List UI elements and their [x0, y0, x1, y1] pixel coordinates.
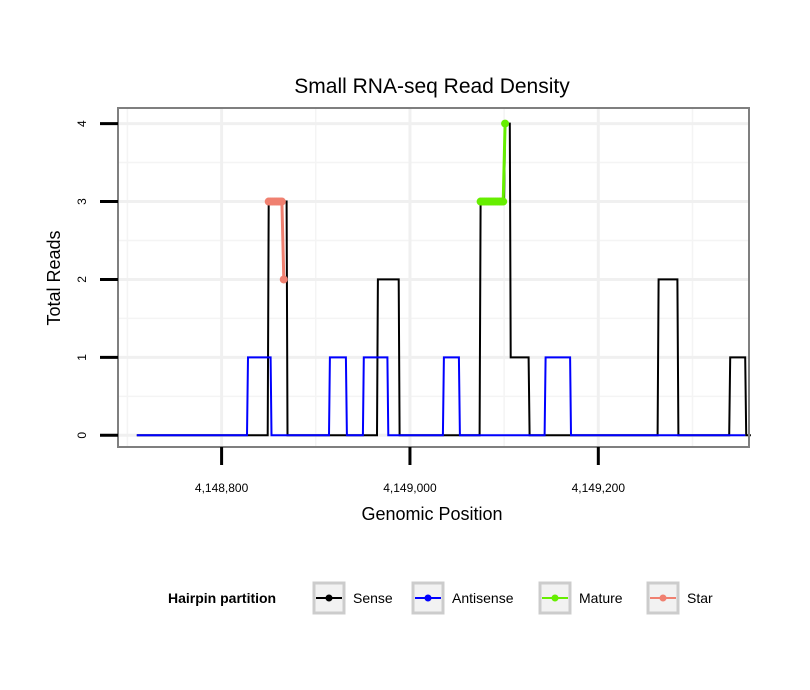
legend-label: Star: [687, 590, 713, 606]
chart-title: Small RNA-seq Read Density: [294, 75, 570, 98]
data-point-star: [277, 197, 286, 206]
series-line-antisense: [136, 356, 746, 437]
y-tick-label: 0: [75, 432, 89, 439]
legend-label: Mature: [579, 590, 623, 606]
legend-label: Antisense: [452, 590, 514, 606]
legend-key-point: [424, 594, 432, 602]
legend-entry-sense: Sense: [312, 581, 393, 615]
x-tick-label: 4,149,200: [572, 481, 626, 495]
legend-entry-star: Star: [646, 581, 713, 615]
x-tick-label: 4,149,000: [383, 481, 437, 495]
y-axis-title: Total Reads: [44, 230, 64, 325]
y-axis: 0 1 2 3 4: [75, 120, 118, 439]
legend-label: Sense: [353, 590, 393, 606]
data-point-star: [279, 275, 288, 284]
series-layer: [136, 119, 751, 437]
data-point-mature: [501, 119, 510, 128]
y-tick-label: 2: [75, 276, 89, 283]
x-axis-title: Genomic Position: [361, 504, 502, 524]
grid: [118, 108, 749, 447]
x-tick-label: 4,148,800: [195, 481, 249, 495]
x-axis: 4,148,800 4,149,000 4,149,200: [195, 447, 625, 495]
y-tick-label: 4: [75, 120, 89, 127]
legend-key-point: [551, 594, 559, 602]
legend-key-point: [325, 594, 333, 602]
legend: Hairpin partition Sense Antisense Mature St…: [168, 581, 713, 615]
legend-entry-mature: Mature: [538, 581, 623, 615]
y-tick-label: 3: [75, 198, 89, 205]
y-tick-label: 1: [75, 354, 89, 361]
legend-entries: Sense Antisense Mature Star: [312, 581, 713, 615]
data-point-mature: [499, 197, 508, 206]
legend-key-point: [659, 594, 667, 602]
legend-entry-antisense: Antisense: [411, 581, 514, 615]
legend-title: Hairpin partition: [168, 590, 276, 606]
panel-border: [117, 107, 750, 448]
